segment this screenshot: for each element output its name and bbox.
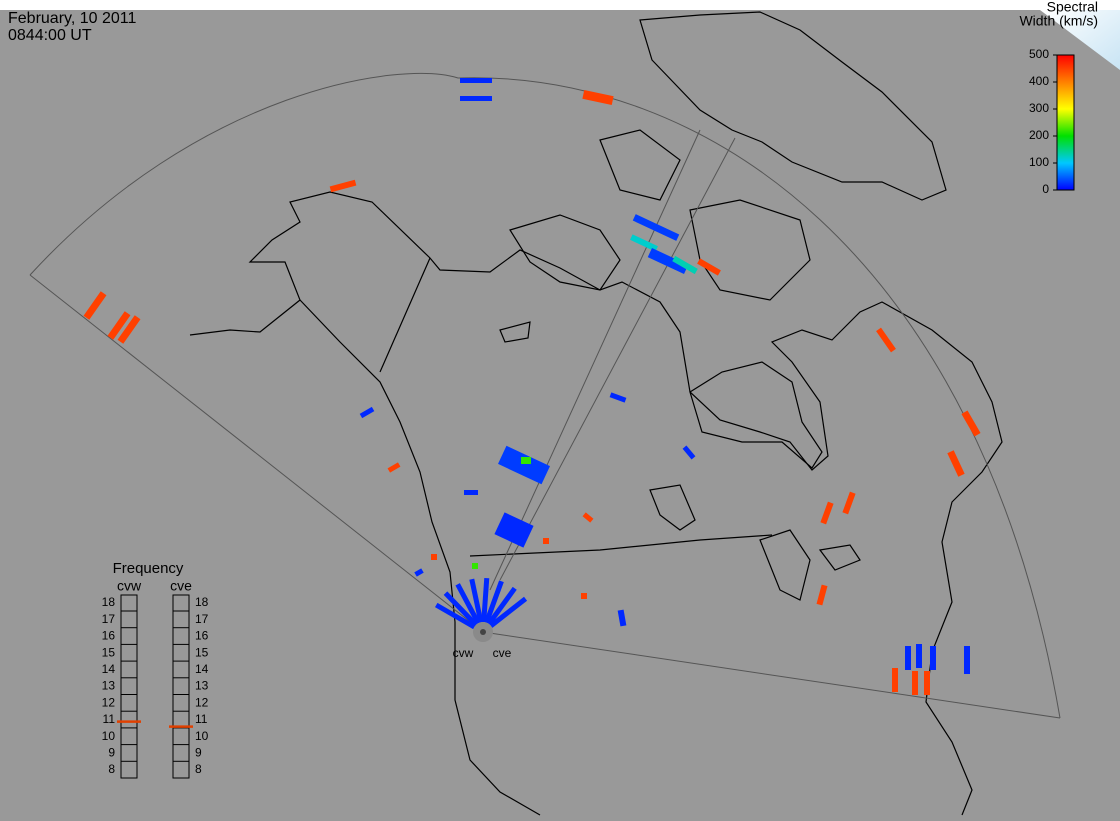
frequency-tick-label: 15 xyxy=(102,645,116,659)
echo xyxy=(582,89,614,106)
colorbar-title: Spectral xyxy=(1047,0,1098,15)
echo xyxy=(916,644,922,668)
frequency-tick-label: 11 xyxy=(195,712,208,726)
echo xyxy=(489,596,528,628)
frequency-tick-label: 12 xyxy=(195,695,209,709)
echo xyxy=(697,258,721,276)
echo xyxy=(647,248,689,274)
station-label: cvw xyxy=(453,646,474,660)
station-label: cve xyxy=(493,646,512,660)
echo xyxy=(486,586,517,626)
echo xyxy=(117,315,141,344)
frequency-tick-label: 16 xyxy=(102,629,116,643)
echo xyxy=(961,410,981,437)
echo xyxy=(83,291,107,320)
frequency-radar: cve xyxy=(170,578,192,594)
echo xyxy=(930,646,936,670)
echo xyxy=(434,602,476,630)
echo xyxy=(947,450,965,477)
frequency-tick-label: 10 xyxy=(195,729,209,743)
echo xyxy=(609,392,627,403)
colorbar xyxy=(1056,54,1075,191)
echo xyxy=(876,327,896,353)
frequency-radar: cvw xyxy=(117,578,142,594)
frequency-tick-label: 17 xyxy=(102,612,116,626)
echo xyxy=(460,96,492,101)
echo xyxy=(414,568,424,577)
echo xyxy=(816,584,828,606)
frequency-title: Frequency xyxy=(113,560,184,577)
echo xyxy=(431,554,437,560)
frequency-tick-label: 15 xyxy=(195,645,209,659)
echo xyxy=(632,214,680,241)
echo xyxy=(964,646,970,674)
echo xyxy=(912,671,918,695)
echo xyxy=(484,580,504,624)
echo xyxy=(672,255,698,275)
echo xyxy=(924,671,930,695)
frequency-tick-label: 11 xyxy=(103,712,116,726)
echoes xyxy=(83,78,981,695)
echo xyxy=(472,563,478,569)
echo xyxy=(581,593,587,599)
frequency-box xyxy=(120,594,138,779)
frequency-tick-label: 18 xyxy=(195,595,209,609)
echo xyxy=(521,457,531,464)
time: 0844:00 UT xyxy=(8,27,92,44)
colorbar-tick-label: 500 xyxy=(1029,47,1049,61)
echo xyxy=(905,646,911,670)
frequency-tick-label: 13 xyxy=(102,679,116,693)
echo xyxy=(329,179,357,193)
frequency-tick-label: 18 xyxy=(102,595,116,609)
frequency-tick-label: 16 xyxy=(195,629,209,643)
echo xyxy=(107,311,131,340)
echo xyxy=(543,538,549,544)
echo xyxy=(460,78,492,83)
corner xyxy=(1040,10,1120,70)
frequency-tick-label: 9 xyxy=(195,745,202,759)
echo xyxy=(359,406,375,419)
echo xyxy=(498,445,550,485)
echo xyxy=(387,462,401,473)
echo xyxy=(617,609,627,627)
colorbar-tick-label: 200 xyxy=(1029,128,1049,142)
echo xyxy=(443,591,478,627)
colorbar-tick-label: 100 xyxy=(1029,155,1049,169)
echo xyxy=(842,491,856,515)
frequency-box xyxy=(172,594,190,779)
frequency-tick-label: 10 xyxy=(102,729,116,743)
colorbar-tick-label: 0 xyxy=(1042,182,1049,196)
echo xyxy=(464,490,478,495)
field-of-view xyxy=(29,73,1061,719)
colorbar-tick-label: 300 xyxy=(1029,101,1049,115)
frequency-tick-label: 14 xyxy=(102,662,116,676)
colorbar-tick-label: 400 xyxy=(1029,74,1049,88)
date: February, 10 2011 xyxy=(8,10,136,27)
frequency-tick-label: 8 xyxy=(108,762,115,776)
coastlines xyxy=(189,11,1003,816)
colorbar-title: Width (km/s) xyxy=(1019,13,1098,29)
echo xyxy=(892,668,898,692)
echo xyxy=(682,445,696,460)
echo xyxy=(630,234,658,252)
frequency-tick-label: 9 xyxy=(108,745,115,759)
top-strip xyxy=(0,0,1120,10)
frequency-tick-label: 8 xyxy=(195,762,202,776)
echo xyxy=(582,512,594,523)
echo xyxy=(820,501,834,525)
frequency-tick-label: 17 xyxy=(195,612,209,626)
frequency-tick-label: 12 xyxy=(102,695,116,709)
echo xyxy=(494,512,534,548)
echo xyxy=(469,578,484,623)
radar-dot xyxy=(480,629,486,635)
echo xyxy=(481,577,490,623)
frequency-tick-label: 14 xyxy=(195,662,209,676)
frequency-tick-label: 13 xyxy=(195,679,209,693)
echo xyxy=(455,583,481,625)
